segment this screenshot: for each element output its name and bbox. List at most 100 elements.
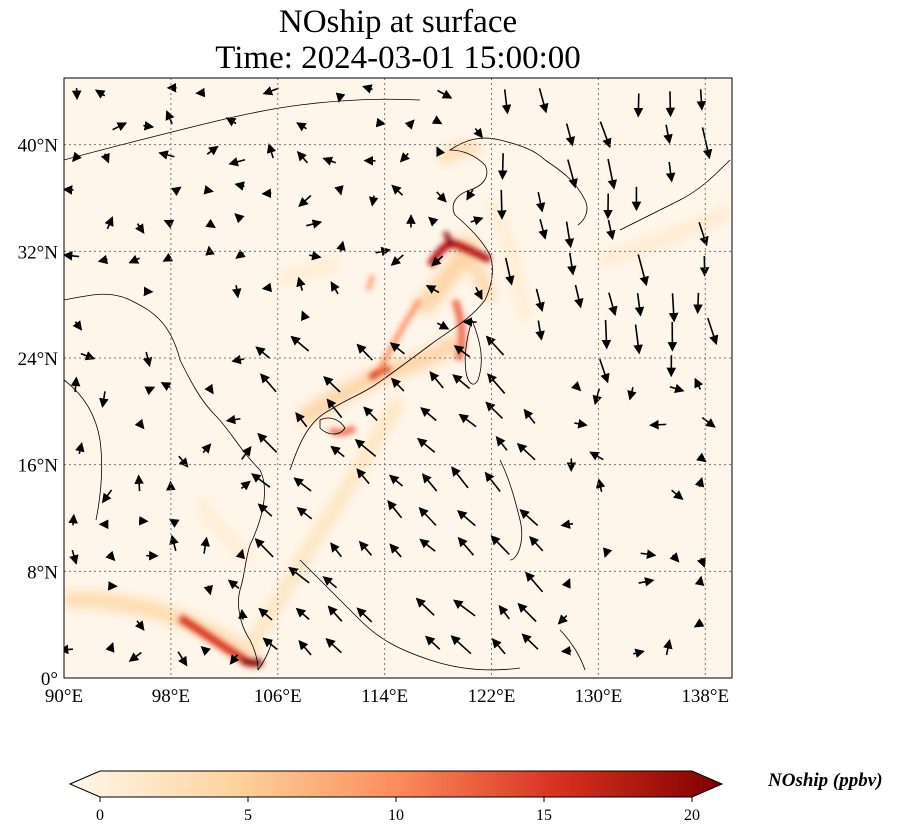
wind-arrow [696,452,707,463]
wind-arrow [368,195,379,207]
gridlines [64,78,732,678]
wind-arrow [168,518,180,528]
wind-arrow [262,86,279,96]
wind-arrow [142,351,153,368]
wind-arrow [327,605,343,622]
wind-arrow [633,324,643,355]
colorbar-body [68,770,724,798]
wind-arrow [330,281,340,295]
wind-arrow [354,438,377,457]
wind-arrow [104,216,114,230]
wind-arrow [325,637,342,654]
wind-arrow [567,159,578,189]
wind-arrow [640,549,657,559]
wind-arrow [669,552,680,563]
wind-arrow [143,120,155,131]
wind-arrow [169,534,179,552]
wind-arrow [574,418,588,429]
wind-arrow [694,476,705,488]
wind-arrow [105,550,116,562]
wind-arrow [231,285,242,299]
wind-arrow [240,480,251,491]
wind-arrow [235,548,245,560]
wind-arrow [521,633,539,650]
wind-arrow [356,343,373,361]
wind-arrow [399,152,410,163]
wind-arrow [64,644,73,655]
wind-arrow [451,466,469,489]
wind-arrow [262,637,278,651]
lon-tick-label: 90°E [45,686,83,707]
wind-arrow [322,576,338,589]
colorbar-label: NOship (ppbv) [768,770,883,791]
wind-arrow [195,87,206,98]
wind-arrow [649,419,667,430]
wind-arrow [431,255,444,267]
wind-arrow [497,153,508,181]
wind-arrow [436,191,447,203]
wind-arrow [238,608,248,620]
lat-tick-label: 0° [41,669,58,690]
wind-arrow [453,599,476,617]
wind-arrow [599,121,612,149]
wind-arrow [485,335,505,356]
wind-arrow [538,88,549,114]
wind-arrow [101,489,113,504]
wind-arrow [134,418,145,430]
wind-arrow [473,127,483,139]
wind-arrow [257,503,273,517]
wind-arrow [607,158,618,190]
concentration-field [64,142,732,670]
wind-arrow [592,388,602,406]
wind-arrow [633,93,644,118]
wind-arrow [415,597,435,616]
wind-arrow [637,254,649,287]
wind-arrow [335,92,346,103]
wind-arrow [261,282,273,293]
wind-arrow [134,620,145,631]
wind-arrow [234,213,245,224]
wind-arrow [326,398,343,419]
wind-arrow [229,654,240,665]
wind-arrow [295,411,308,428]
wind-arrow [517,602,537,623]
wind-arrow [490,535,510,555]
wind-arrow [457,509,476,527]
wind-arrow [496,189,507,220]
lon-tick-label: 106°E [254,686,302,707]
wind-arrow [258,607,273,621]
wind-arrow [112,122,128,132]
wind-arrow [420,407,437,422]
wind-arrow [417,437,436,453]
colorbar-tick-label: 10 [388,807,404,824]
wind-arrow [561,578,571,589]
wind-arrow [418,507,437,526]
wind-arrow [295,607,310,620]
wind-arrow [231,354,245,365]
wind-arrow [255,346,271,359]
wind-arrow [560,519,574,529]
wind-arrow [473,286,483,301]
wind-arrow [356,468,370,485]
wind-arrow [306,219,323,229]
wind-arrow [458,413,477,428]
wind-arrow [525,571,544,593]
wind-arrow [356,607,373,623]
wind-arrow [535,320,545,341]
wind-arrow [538,218,548,240]
wind-arrow [437,89,453,99]
wind-arrow [452,374,471,390]
wind-arrow [165,110,175,125]
wind-arrow [178,455,189,468]
wind-arrow [529,535,544,552]
wind-arrow [632,648,645,658]
wind-arrow [72,320,83,331]
wind-arrow [257,432,278,453]
wind-arrow [516,442,536,461]
wind-arrow [362,84,373,94]
wind-arrow [330,445,345,458]
wind-arrow [564,221,575,249]
wind-arrow [694,377,704,390]
wind-arrow [565,123,575,147]
